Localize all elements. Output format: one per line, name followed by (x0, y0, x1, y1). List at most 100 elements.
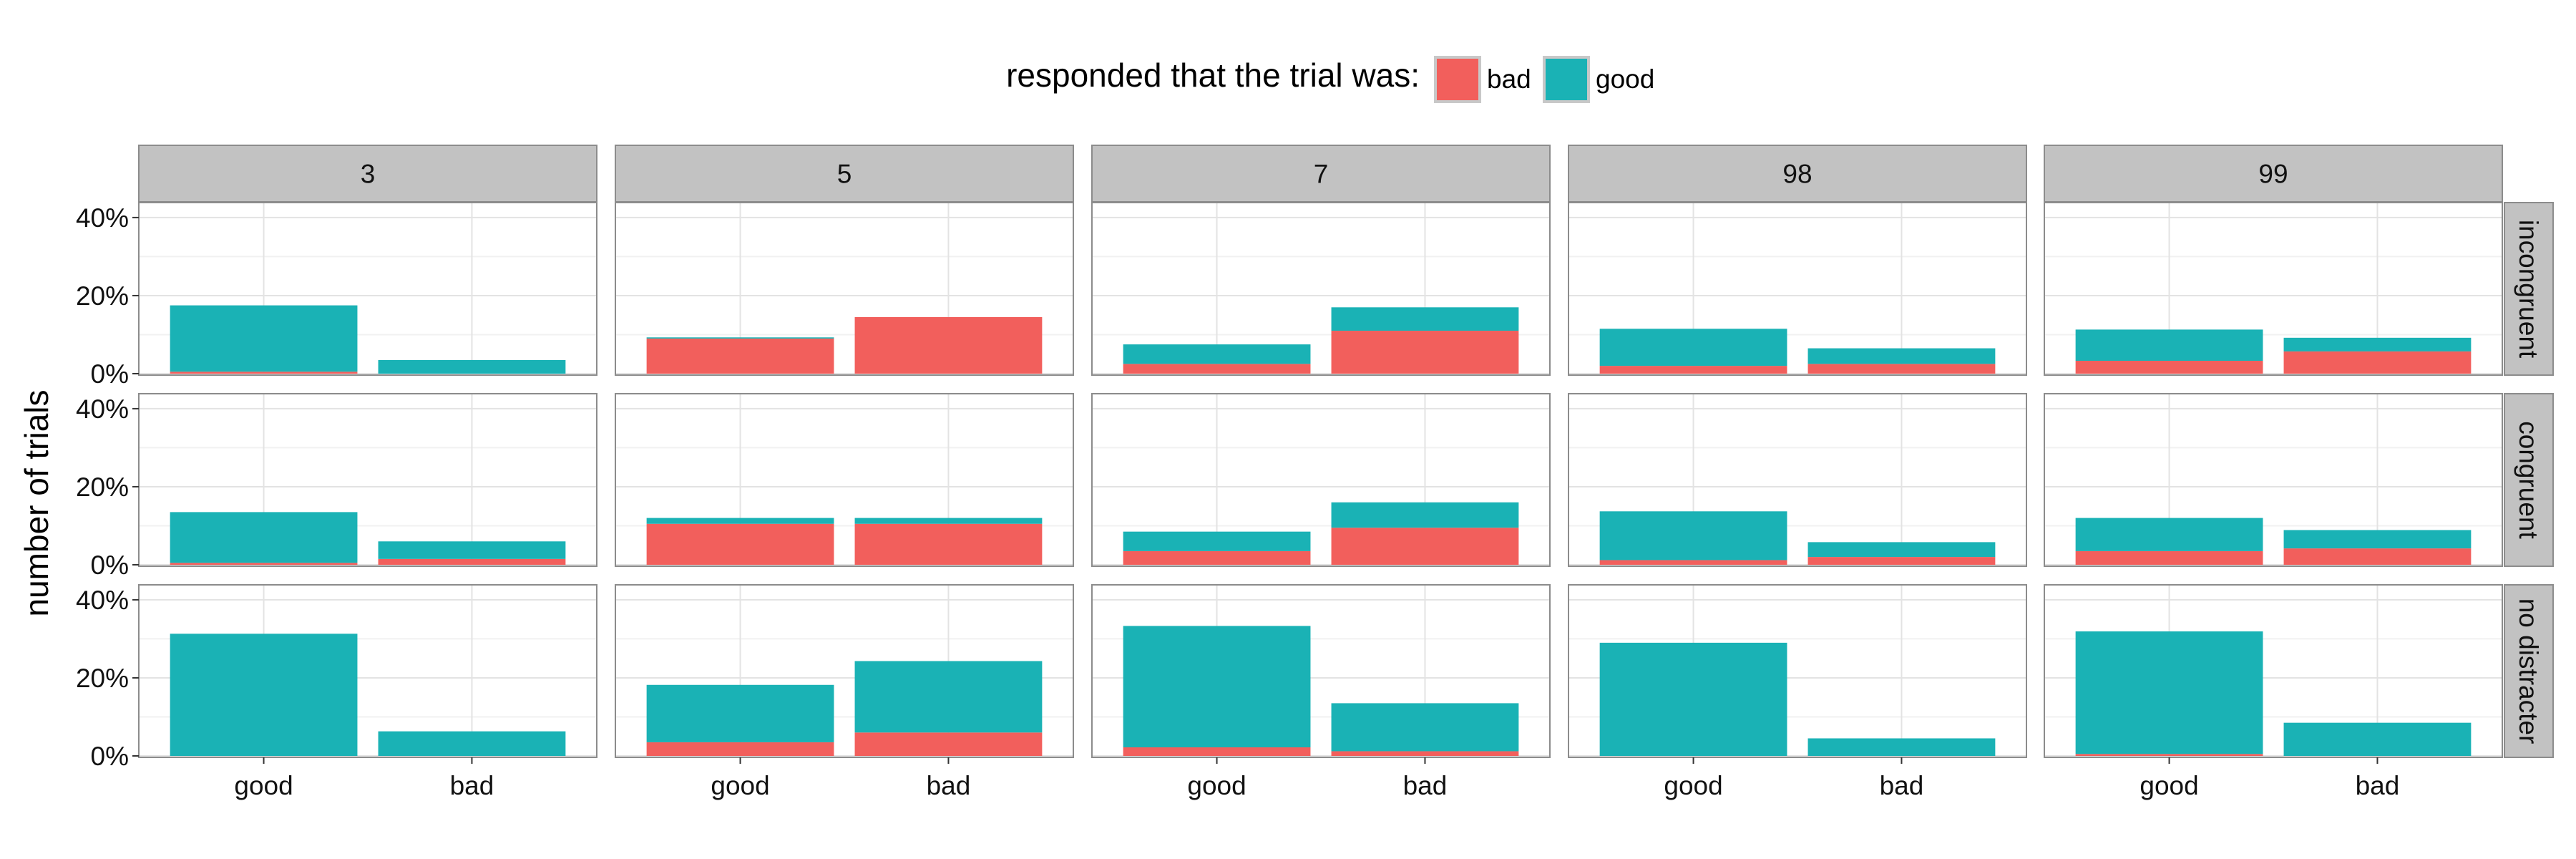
panel-border (2044, 202, 2503, 376)
bar-good-good (170, 305, 358, 372)
legend-item-good: good (1543, 53, 1654, 106)
bar-good-bad (854, 661, 1043, 733)
bar-bad-bad (854, 732, 1043, 756)
y-tick-label: 0% (91, 550, 129, 580)
panel-border (1091, 584, 1551, 758)
x-tick-label: good (711, 771, 769, 800)
panel-border (138, 584, 597, 758)
bar-good-good (170, 512, 358, 563)
y-tick-label: 20% (76, 664, 129, 693)
bar-good-good (1599, 642, 1787, 756)
legend-title: responded that the trial was: (1006, 57, 1420, 94)
bar-bad-good (646, 338, 834, 374)
y-tick-label: 0% (91, 742, 129, 771)
panel-border (615, 202, 1074, 376)
y-tick-label: 40% (76, 203, 129, 233)
bar-good-good (170, 634, 358, 756)
panel-border (138, 393, 597, 567)
bar-bad-good (2075, 550, 2263, 565)
x-tick-label: bad (2356, 771, 2400, 800)
legend-key-good (1543, 56, 1590, 103)
bar-bad-bad (2283, 548, 2472, 565)
panel-border (2044, 584, 2503, 758)
bar-good-bad (2283, 337, 2472, 351)
bar-good-good (2075, 518, 2263, 551)
bar-good-bad (2283, 722, 2472, 756)
x-tick-label: good (1187, 771, 1246, 800)
bar-bad-good (646, 523, 834, 565)
bar-bad-good (170, 563, 358, 565)
bar-good-bad (1807, 542, 1996, 558)
bar-good-good (646, 684, 834, 742)
bar-good-bad (1331, 307, 1519, 331)
bar-good-good (1599, 511, 1787, 560)
y-tick-label: 20% (76, 281, 129, 311)
panel-border (1091, 202, 1551, 376)
y-tick-label: 40% (76, 394, 129, 424)
bar-bad-good (646, 742, 834, 756)
bar-good-bad (1331, 703, 1519, 752)
bar-bad-bad (1331, 528, 1519, 565)
row-strip-label: congruent (2514, 421, 2543, 539)
row-strip-incongruent (2504, 202, 2554, 376)
bar-bad-bad (854, 523, 1043, 565)
panel-border (615, 393, 1074, 567)
x-tick-label: bad (1403, 771, 1448, 800)
bar-bad-bad (2283, 351, 2472, 374)
legend-label-bad: bad (1487, 64, 1531, 94)
legend-key-bad (1434, 56, 1481, 103)
panel-border (615, 584, 1074, 758)
bar-good-good (646, 337, 834, 339)
row-strip-label: incongruent (2514, 220, 2543, 359)
bar-good-bad (1807, 738, 1996, 756)
bar-bad-good (1123, 747, 1311, 756)
row-strip-label: no distracter (2514, 598, 2543, 744)
bar-good-bad (1807, 348, 1996, 364)
bar-bad-good (1599, 560, 1787, 565)
bar-good-bad (1331, 502, 1519, 528)
bar-good-good (2075, 631, 2263, 754)
row-strip-no-distracter (2504, 584, 2554, 758)
facet-strip-label: 5 (837, 160, 852, 189)
facet-strip-label: 7 (1314, 160, 1329, 189)
bar-good-good (1123, 626, 1311, 748)
x-tick-label: bad (1880, 771, 1924, 800)
bar-bad-bad (1331, 331, 1519, 374)
bar-bad-bad (854, 316, 1043, 374)
panel-border (138, 202, 597, 376)
x-tick-label: good (234, 771, 293, 800)
x-tick-label: bad (450, 771, 494, 800)
panel-border (1091, 393, 1551, 567)
bar-bad-good (1123, 550, 1311, 565)
y-axis-title: number of trials (18, 389, 55, 616)
bar-good-good (1599, 329, 1787, 367)
y-tick-label: 20% (76, 472, 129, 502)
bar-bad-bad (378, 558, 566, 565)
bar-good-good (2075, 329, 2263, 361)
y-tick-label: 40% (76, 586, 129, 615)
legend-item-bad: bad (1434, 53, 1531, 106)
facet-strip-label: 99 (2258, 160, 2288, 189)
bar-bad-good (2075, 754, 2263, 756)
panel-border (2044, 393, 2503, 567)
bar-bad-good (2075, 361, 2263, 374)
bar-good-good (646, 518, 834, 524)
bar-good-bad (378, 731, 566, 756)
x-tick-label: good (2140, 771, 2198, 800)
facet-strip-label: 98 (1782, 160, 1812, 189)
bar-good-bad (378, 359, 566, 374)
bar-bad-good (1123, 364, 1311, 374)
panel-border (1568, 202, 2027, 376)
y-tick-label: 0% (91, 359, 129, 389)
bar-good-good (1123, 344, 1311, 364)
bar-bad-good (170, 372, 358, 374)
bar-bad-bad (1807, 557, 1996, 565)
facet-strip-label: 3 (361, 160, 376, 189)
bar-good-good (1123, 531, 1311, 551)
row-strip-congruent (2504, 393, 2554, 567)
bar-bad-bad (1331, 751, 1519, 756)
bar-bad-good (1599, 366, 1787, 374)
panel-border (1568, 393, 2027, 567)
legend-label-good: good (1596, 64, 1655, 94)
bar-good-bad (378, 541, 566, 559)
